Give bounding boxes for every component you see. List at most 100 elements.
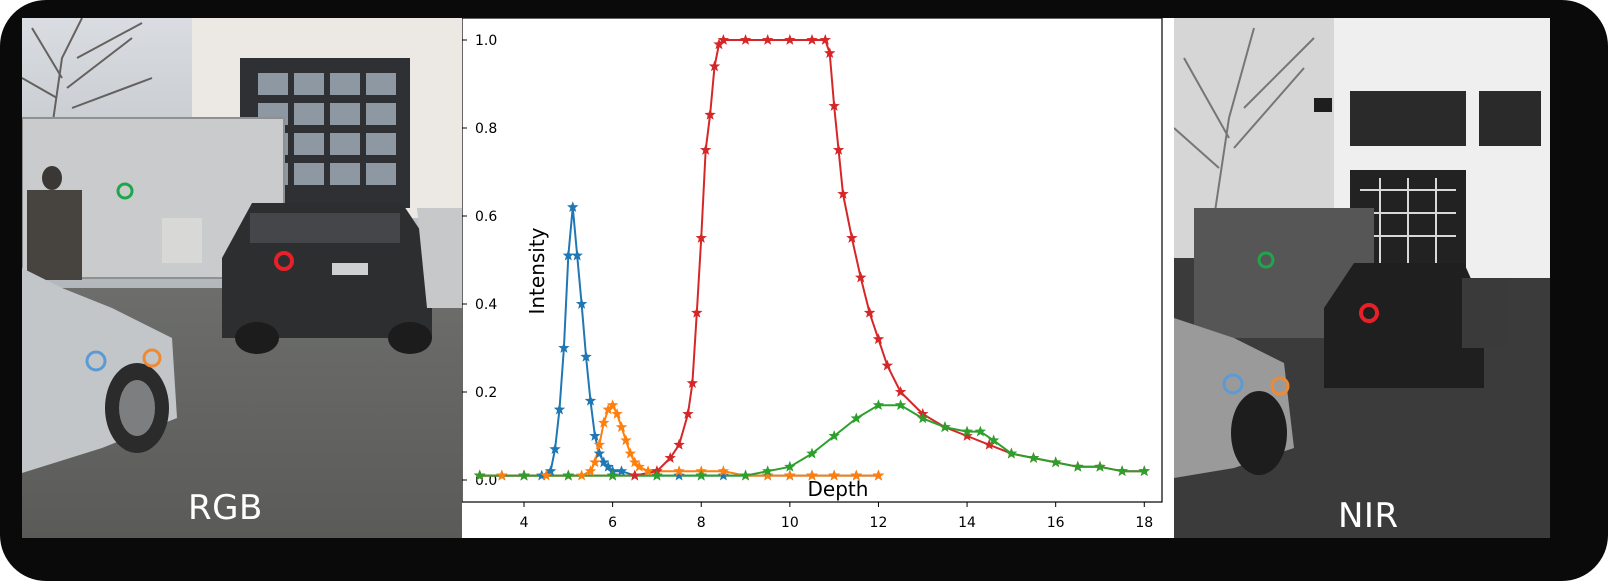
data-point-orange <box>620 434 632 446</box>
data-point-green <box>606 469 619 481</box>
data-point-green <box>1072 460 1084 472</box>
x-tick-label: 16 <box>1047 515 1065 531</box>
data-point-orange <box>633 460 645 472</box>
data-point-blue <box>567 201 579 213</box>
data-point-orange <box>496 469 508 481</box>
data-point-red <box>872 333 885 345</box>
data-point-green <box>987 434 1000 446</box>
data-point-orange <box>872 469 885 481</box>
data-point-green <box>1005 447 1018 459</box>
data-point-red <box>819 34 831 45</box>
y-axis-label: Intensity <box>525 227 549 314</box>
data-point-orange <box>540 469 552 481</box>
x-tick-label: 8 <box>697 515 706 531</box>
data-point-red <box>708 60 721 72</box>
data-point-orange <box>629 456 641 468</box>
marker-red-rgb <box>274 251 294 271</box>
data-point-red <box>961 430 973 441</box>
nir-scene <box>1174 18 1550 538</box>
data-point-green <box>518 469 530 481</box>
data-point-red <box>673 438 685 450</box>
data-point-orange <box>589 456 601 468</box>
data-point-orange <box>828 469 840 481</box>
y-tick-label: 0.6 <box>475 209 497 225</box>
data-point-blue <box>575 298 588 309</box>
data-point-green <box>872 399 885 411</box>
data-point-red <box>704 108 716 120</box>
data-point-orange <box>611 408 623 419</box>
x-tick-label: 4 <box>520 515 529 531</box>
plot-area <box>462 18 1163 503</box>
data-point-blue <box>615 465 628 477</box>
data-point-red <box>828 100 840 111</box>
data-point-blue <box>558 342 570 353</box>
rgb-image-panel: RGB <box>22 18 462 538</box>
y-tick-label: 0.8 <box>475 121 497 137</box>
data-point-orange <box>598 416 610 428</box>
data-point-blue <box>584 394 597 406</box>
data-point-red <box>824 47 836 59</box>
x-tick-label: 6 <box>608 515 617 531</box>
data-point-red <box>717 34 730 45</box>
rgb-label: RGB <box>188 488 263 528</box>
data-point-red <box>784 34 796 45</box>
data-point-blue <box>549 443 561 455</box>
data-point-red <box>691 306 703 318</box>
data-point-green <box>961 425 973 437</box>
data-point-green <box>917 412 929 424</box>
data-point-blue <box>562 249 575 261</box>
data-point-red <box>806 34 818 45</box>
data-point-blue <box>673 469 685 481</box>
nir-label: NIR <box>1338 496 1399 536</box>
y-tick-label: 1.0 <box>475 33 497 49</box>
data-point-green <box>850 412 863 424</box>
data-point-green <box>1138 465 1150 477</box>
data-point-blue <box>571 249 583 261</box>
marker-blue-nir <box>1222 373 1244 395</box>
marker-red-nir <box>1359 303 1379 323</box>
data-point-green <box>974 425 987 437</box>
data-point-orange <box>761 469 774 481</box>
data-point-red <box>629 469 641 481</box>
data-point-green <box>1027 452 1040 463</box>
data-point-red <box>894 386 907 397</box>
y-tick-label: 0.4 <box>475 297 497 313</box>
intensity-depth-chart: 4 6 8 10 12 14 16 180.00.20.40.60.81.0 Intensit… <box>462 18 1163 531</box>
data-point-red <box>881 359 894 371</box>
data-point-blue <box>589 430 601 441</box>
data-point-green <box>695 469 707 481</box>
y-tick-label: 0.2 <box>475 385 497 401</box>
data-point-blue <box>553 403 566 415</box>
data-point-green <box>784 460 796 472</box>
data-point-blue <box>536 469 548 481</box>
data-point-orange <box>624 447 637 459</box>
data-point-blue <box>602 460 614 472</box>
data-point-red <box>846 232 858 243</box>
data-point-orange <box>602 403 614 415</box>
data-point-blue <box>717 469 730 481</box>
x-tick-label: 14 <box>958 515 976 531</box>
data-point-green <box>474 469 486 481</box>
data-point-orange <box>784 469 796 481</box>
x-tick-label: 10 <box>781 515 799 531</box>
data-point-red <box>983 438 995 450</box>
chart-panel: 4 6 8 10 12 14 16 18 0.0 0.2 0.4 0.6 0.8 1.0 Intensit… <box>462 18 1174 538</box>
data-point-red <box>664 452 676 463</box>
data-point-orange <box>806 469 818 481</box>
data-point-green <box>651 469 663 481</box>
data-point-blue <box>580 350 592 362</box>
data-point-green <box>1049 456 1062 468</box>
data-point-orange <box>642 465 654 477</box>
data-point-green <box>828 430 840 441</box>
data-point-green <box>1094 460 1106 472</box>
data-point-red <box>713 38 725 50</box>
x-tick-label: 12 <box>870 515 888 531</box>
data-point-red <box>695 232 707 243</box>
data-point-green <box>739 469 752 481</box>
marker-green-rgb <box>116 182 134 200</box>
data-point-red <box>832 144 845 155</box>
marker-green-nir <box>1257 251 1275 269</box>
data-point-red <box>699 144 712 155</box>
data-point-orange <box>673 465 685 477</box>
